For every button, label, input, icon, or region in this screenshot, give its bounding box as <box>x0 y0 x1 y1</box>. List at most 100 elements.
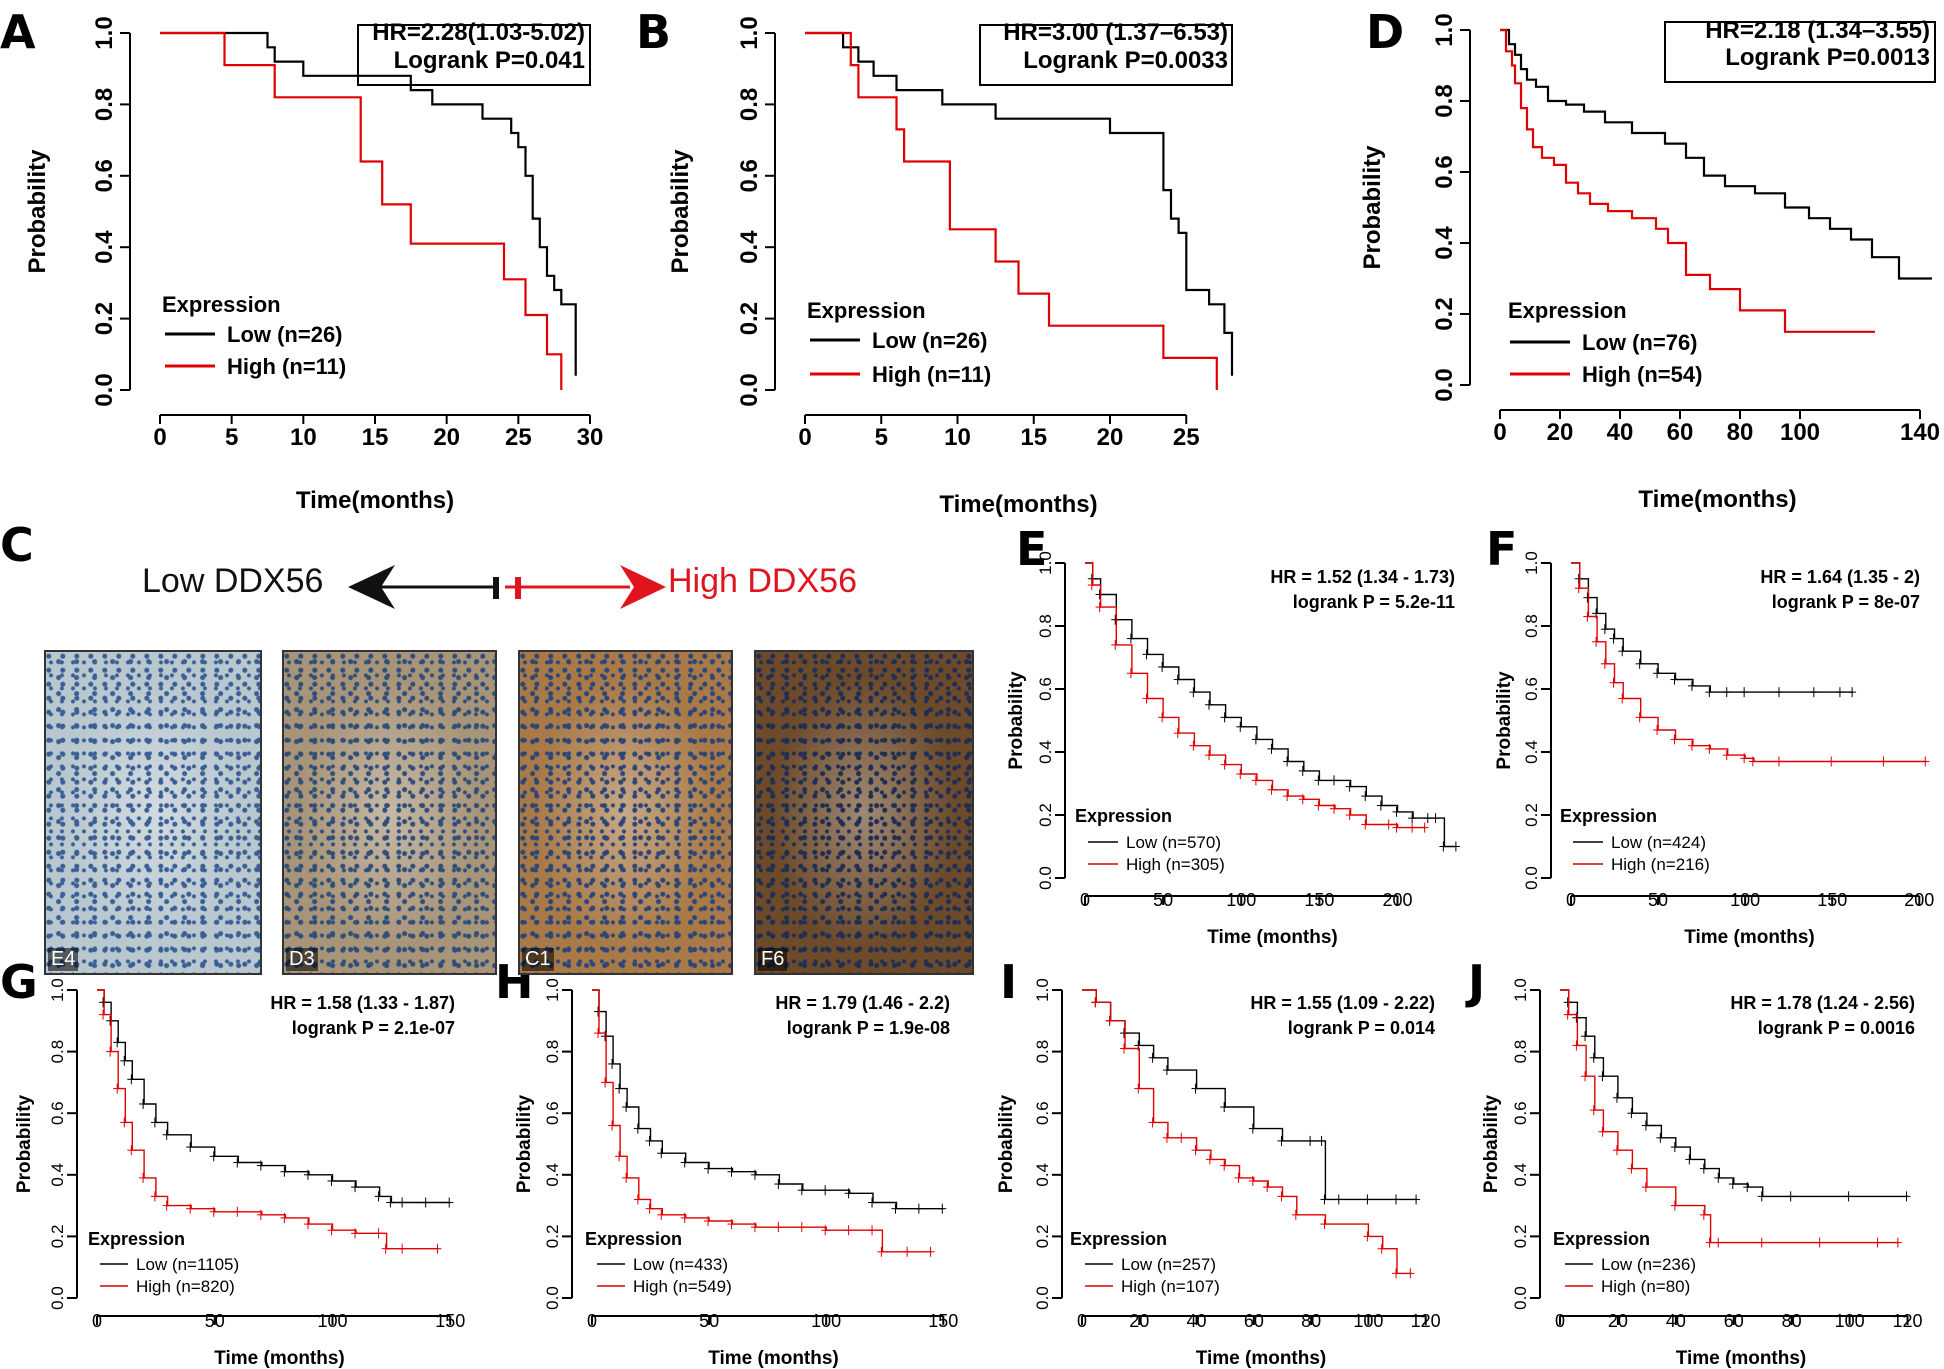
panel-label-b: B <box>636 5 671 59</box>
ihc-image-c1: C1 <box>518 650 733 975</box>
x-axis-title: Time (months) <box>1676 1348 1807 1369</box>
ihc-tag-d3: D3 <box>286 948 318 971</box>
y-tick-label: 0.6 <box>91 159 118 192</box>
y-tick-label: 0.2 <box>736 302 763 335</box>
high-ddx56-label: High DDX56 <box>668 562 857 600</box>
y-tick-label: 0.8 <box>1431 84 1458 117</box>
x-tick-label: 50 <box>205 1311 225 1331</box>
y-tick-label: 0.2 <box>91 302 118 335</box>
x-tick-label: 50 <box>1153 890 1173 910</box>
high-expression-curve <box>160 31 563 390</box>
x-tick-label: 100 <box>1353 1311 1383 1331</box>
y-tick-label: 0.4 <box>91 230 118 264</box>
x-tick-label: 60 <box>1244 1311 1264 1331</box>
ihc-tissue-c1 <box>520 652 731 973</box>
legend-high-label: High (n=80) <box>1601 1277 1690 1296</box>
legend-title: Expression <box>88 1229 185 1249</box>
logrank-p-text: Logrank P=0.0033 <box>1023 47 1228 74</box>
legend-low-label: Low (n=570) <box>1126 833 1221 852</box>
km-panel-b: B 0.0 0.2 0.4 0.6 0.8 1.0 0 5 10 15 20 25 Time(months… <box>636 5 1234 518</box>
y-tick-label: 0.8 <box>1522 614 1541 638</box>
legend-high-label: High (n=216) <box>1611 855 1710 874</box>
legend-high-label: High (n=549) <box>633 1277 732 1296</box>
panel-label-d: D <box>1366 5 1404 59</box>
x-tick-label: 150 <box>928 1311 958 1331</box>
x-tick-label: 150 <box>1304 890 1334 910</box>
x-tick-label: 15 <box>1020 424 1047 451</box>
y-axis-title: Probability <box>996 1094 1017 1193</box>
x-tick-label: 150 <box>435 1311 465 1331</box>
legend-high-label: High (n=11) <box>872 362 991 387</box>
stats-box <box>979 24 1233 86</box>
x-tick-label: 0 <box>153 424 166 451</box>
logrank-p-text: logrank P = 2.1e-07 <box>292 1018 455 1038</box>
x-tick-label: 120 <box>1892 1311 1922 1331</box>
legend-title: Expression <box>1508 298 1627 323</box>
legend-high-label: High (n=107) <box>1121 1277 1220 1296</box>
x-tick-label: 120 <box>1411 1311 1441 1331</box>
high-arrowhead <box>620 565 666 609</box>
x-tick-label: 10 <box>944 424 971 451</box>
y-axis-title: Probability <box>1481 1094 1502 1193</box>
legend-title: Expression <box>1553 1229 1650 1249</box>
y-tick-label: 0.6 <box>1033 1101 1052 1125</box>
y-tick-label: 0.8 <box>1033 1040 1052 1064</box>
x-tick-label: 40 <box>1666 1311 1686 1331</box>
y-tick-label: 0.2 <box>48 1225 67 1249</box>
panel-label-a: A <box>0 5 36 59</box>
km-panel-e: E 0.0 0.2 0.4 0.6 0.8 1.0 0 50 100 150 200 Time (mon… <box>1006 522 1460 948</box>
y-tick-label: 0.4 <box>48 1163 67 1187</box>
x-tick-label: 20 <box>1129 1311 1149 1331</box>
x-tick-label: 0 <box>798 424 811 451</box>
x-tick-label: 5 <box>875 424 888 451</box>
y-tick-label: 1.0 <box>1033 978 1052 1002</box>
y-axis-title: Probability <box>24 149 51 274</box>
y-tick-label: 0.0 <box>48 1286 67 1310</box>
y-tick-label: 0.0 <box>91 373 118 406</box>
x-tick-label: 100 <box>811 1311 841 1331</box>
ihc-tag-c1: C1 <box>522 948 554 971</box>
legend-low-label: Low (n=424) <box>1611 833 1706 852</box>
hazard-ratio-text: HR = 1.64 (1.35 - 2) <box>1760 567 1920 587</box>
legend-low-label: Low (n=1105) <box>136 1255 239 1274</box>
stats-box <box>1664 21 1936 83</box>
low-expression-curve <box>1560 989 1908 1198</box>
y-tick-label: 0.4 <box>543 1163 562 1187</box>
x-axis-title: Time (months) <box>1684 927 1815 948</box>
x-tick-label: 15 <box>362 424 389 451</box>
legend-low-label: Low (n=257) <box>1121 1255 1216 1274</box>
x-tick-label: 100 <box>1835 1311 1865 1331</box>
hazard-ratio-text: HR = 1.79 (1.46 - 2.2) <box>775 993 950 1013</box>
x-tick-label: 0 <box>1555 1311 1565 1331</box>
ihc-tag-e4: E4 <box>48 948 79 971</box>
x-tick-label: 0 <box>1080 890 1090 910</box>
y-tick-label: 0.2 <box>1036 803 1055 827</box>
low-expression-curve <box>160 31 577 376</box>
y-tick-label: 0.2 <box>1511 1225 1530 1249</box>
x-tick-label: 20 <box>1547 419 1574 446</box>
x-tick-label: 80 <box>1782 1311 1802 1331</box>
legend-title: Expression <box>807 298 926 323</box>
y-tick-label: 0.6 <box>1511 1101 1530 1125</box>
x-tick-label: 0 <box>587 1311 597 1331</box>
x-axis-title: Time (months) <box>708 1348 839 1369</box>
y-tick-label: 0.2 <box>1431 297 1458 330</box>
y-tick-label: 0.2 <box>1033 1225 1052 1249</box>
y-tick-label: 1.0 <box>1431 13 1458 46</box>
y-tick-label: 0.8 <box>736 88 763 121</box>
ihc-image-e4: E4 <box>44 650 262 975</box>
x-tick-label: 25 <box>1173 424 1200 451</box>
legend-low-label: Low (n=236) <box>1601 1255 1696 1274</box>
logrank-p-text: Logrank P=0.0013 <box>1725 44 1930 71</box>
legend-title: Expression <box>1075 806 1172 826</box>
x-tick-label: 50 <box>1648 890 1668 910</box>
x-axis-title: Time(months) <box>1638 486 1796 513</box>
y-tick-label: 0.2 <box>543 1225 562 1249</box>
y-tick-label: 0.4 <box>1511 1163 1530 1187</box>
y-tick-label: 0.8 <box>1511 1040 1530 1064</box>
y-tick-label: 0.8 <box>48 1040 67 1064</box>
logrank-p-text: logrank P = 1.9e-08 <box>787 1018 950 1038</box>
km-panel-f: F 0.0 0.2 0.4 0.6 0.8 1.0 0 50 100 150 200 Time (mon… <box>1486 522 1934 948</box>
